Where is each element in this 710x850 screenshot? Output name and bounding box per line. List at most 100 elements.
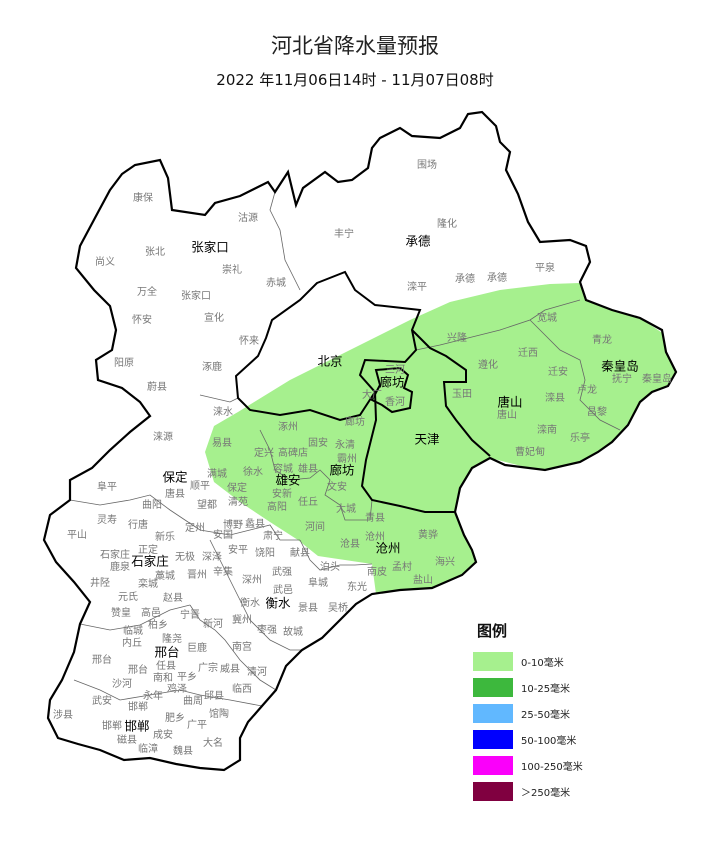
city-label: 廊坊: [329, 463, 354, 478]
county-label: 邱县: [204, 689, 224, 702]
legend-item: 25-50毫米: [473, 700, 583, 726]
county-label: 涞水: [213, 406, 233, 418]
county-label: 怀安: [132, 313, 152, 326]
county-label: 宣化: [204, 311, 224, 324]
city-label: 沧州: [375, 541, 400, 556]
county-label: 任县: [156, 659, 176, 672]
county-label: 蠡县: [245, 517, 265, 530]
county-label: 晋州: [187, 569, 207, 581]
county-label: 馆陶: [209, 707, 229, 720]
county-label: 邢台: [128, 663, 148, 676]
city-boundary-line: [415, 299, 581, 351]
county-label: 博野: [223, 518, 243, 531]
county-label: 宽城: [537, 311, 557, 324]
county-label: 衡水: [240, 597, 260, 609]
legend-label: ＞250毫米: [521, 787, 571, 799]
city-boundary-line: [259, 429, 373, 521]
legend-label: 0-10毫米: [521, 657, 564, 669]
city-boundaries: [69, 191, 621, 707]
county-label: 南皮: [367, 565, 387, 578]
county-label: 涞源: [153, 430, 173, 443]
county-label: 高阳: [267, 500, 287, 513]
county-label: 怀来: [239, 335, 259, 347]
county-label: 曹妃甸: [515, 445, 545, 458]
county-label: 沧州: [365, 530, 385, 543]
tianjin-boundary: [360, 329, 491, 513]
county-label: 广平: [187, 719, 207, 731]
county-label: 滦平: [407, 280, 427, 293]
langfang-enclave-boundary: [370, 366, 414, 414]
county-label: 鸡泽: [167, 682, 187, 695]
county-label: 鹿泉: [110, 560, 130, 573]
county-label: 永年: [143, 689, 163, 702]
county-label: 霸州: [337, 453, 357, 465]
county-label: 大城: [336, 502, 356, 515]
county-label: 沧县: [340, 537, 360, 550]
city-boundary-line: [269, 191, 301, 291]
county-label: 三河: [385, 364, 405, 376]
legend-swatch: [473, 729, 513, 749]
county-label: 曲周: [183, 695, 203, 707]
county-label: 枣强: [257, 624, 277, 636]
county-label: 固安: [308, 436, 328, 449]
county-label: 围场: [417, 158, 437, 171]
county-labels: 康保沽源尚义张北崇礼万全 张家口赤城怀安 宣化怀来阳原 涿鹿蔚县丰宁围场隆化滦平承德承…: [53, 158, 672, 757]
county-label: 内丘: [122, 636, 142, 649]
county-label: 深泽: [202, 551, 222, 563]
legend-label: 50-100毫米: [521, 735, 577, 747]
city-label: 邢台: [154, 645, 179, 660]
county-label: 定州: [185, 521, 205, 534]
city-label: 天津: [414, 432, 439, 447]
county-label: 永清: [335, 438, 355, 451]
county-label: 满城: [207, 468, 227, 480]
city-boundary-line: [73, 679, 263, 707]
county-label: 文安: [327, 480, 347, 493]
county-label: 东光: [347, 580, 367, 593]
rain-area-0-10mm: [205, 283, 676, 594]
county-label: 赤城: [266, 277, 286, 289]
county-label: 崇礼: [222, 263, 242, 276]
county-label: 乐亭: [570, 431, 590, 444]
county-label: 黄骅: [418, 528, 438, 541]
county-label: 卢龙: [577, 383, 597, 396]
county-label: 南宫: [232, 640, 252, 653]
county-label: 邯郸: [128, 700, 148, 713]
county-label: 正定: [138, 543, 158, 556]
city-boundary-line: [199, 394, 239, 403]
county-label: 河间: [305, 520, 325, 533]
county-label: 泊头: [320, 561, 340, 573]
county-label: 武强: [272, 565, 292, 578]
legend-swatch: [473, 755, 513, 775]
legend-item: 10-25毫米: [473, 674, 583, 700]
county-label: 任丘: [298, 495, 318, 508]
county-label: 盐山: [413, 573, 433, 586]
county-label: 安国: [213, 528, 233, 541]
county-label: 雄县: [298, 462, 318, 475]
county-label: 安平: [228, 543, 248, 556]
county-label: 武邑: [273, 583, 293, 596]
county-label: 蔚县: [147, 381, 167, 393]
county-label: 辛集: [213, 565, 233, 578]
legend-item: ＞250毫米: [473, 778, 583, 804]
county-label: 肃宁: [263, 529, 283, 542]
county-label: 迁西: [518, 347, 538, 359]
county-label: 广宗: [198, 661, 218, 674]
county-label: 涿州: [278, 421, 298, 433]
county-label: 张北: [145, 246, 165, 258]
county-label: 临城: [123, 624, 143, 637]
legend-swatch: [473, 677, 513, 697]
county-label: 无极: [175, 550, 195, 563]
county-label: 沙河: [112, 678, 132, 690]
city-boundary-line: [189, 604, 277, 691]
county-label: 柏乡: [148, 618, 168, 631]
county-label: 石家庄: [100, 548, 130, 561]
province-outline: [42, 110, 678, 772]
legend-label: 100-250毫米: [521, 761, 583, 773]
legend-item: 0-10毫米: [473, 648, 583, 674]
legend-item: 100-250毫米: [473, 752, 583, 778]
county-label: 冀州: [232, 613, 252, 626]
county-label: 万全: [137, 285, 157, 298]
legend-swatch: [473, 781, 513, 801]
county-label: 定兴: [254, 446, 274, 459]
